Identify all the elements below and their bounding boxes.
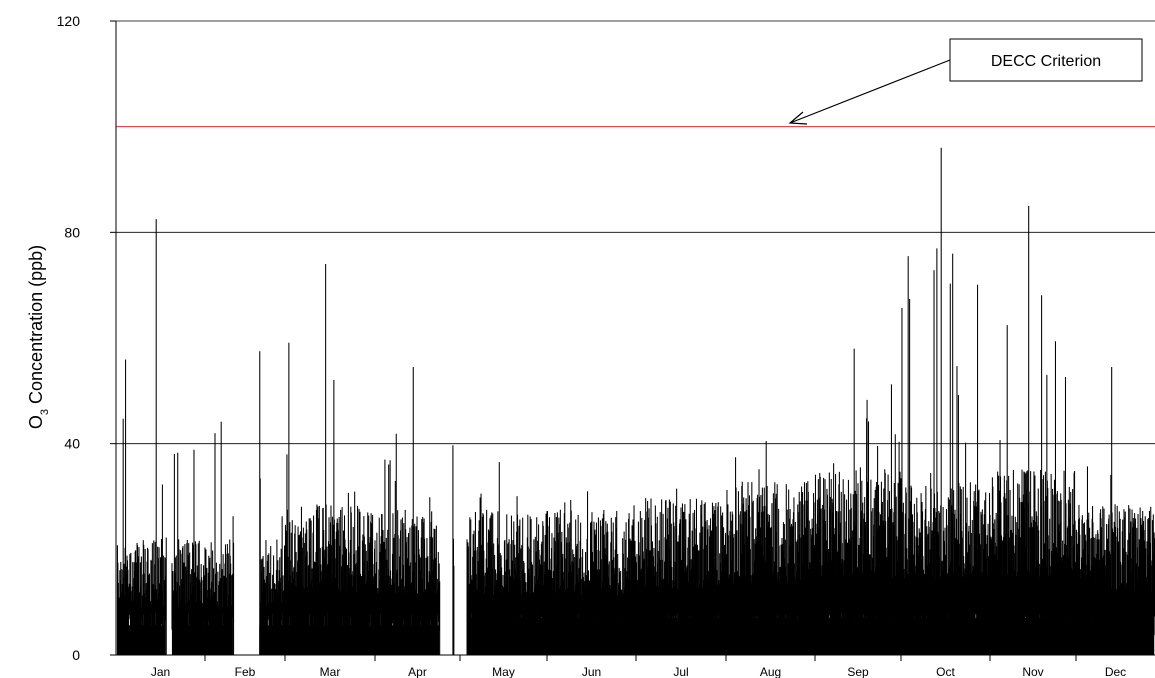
axis-labels: 0 40 80 120 Jan Feb Mar Apr May Jun Jul Aug Sep Oct No… xyxy=(57,13,1127,678)
o3-reading-band-2 xyxy=(259,625,439,655)
x-tick-label-month: Dec xyxy=(1105,665,1126,678)
y-axis-title: O3 Concentration (ppb) xyxy=(26,245,51,429)
x-tick-label-month: Nov xyxy=(1022,665,1043,678)
y-tick-label: 80 xyxy=(64,224,80,240)
x-tick-label-month: Sep xyxy=(847,665,869,678)
x-tick-label-month: Mar xyxy=(320,665,341,678)
y-tick-label: 120 xyxy=(57,13,81,29)
callout-arrow-line xyxy=(789,59,951,124)
x-tick-label-month: Jan xyxy=(151,665,170,678)
y-tick-label: 40 xyxy=(64,436,80,452)
x-tick-label-month: Jun xyxy=(582,665,601,678)
x-tick-label-month: Apr xyxy=(408,665,427,678)
x-tick-label-month: Feb xyxy=(235,665,256,678)
x-tick-label-month: Aug xyxy=(760,665,781,678)
y-axis-title-subscript: 3 xyxy=(39,409,51,415)
y-tick-label: 0 xyxy=(72,647,80,663)
o3-reading-band-1 xyxy=(171,625,233,655)
axes xyxy=(110,20,1155,661)
callout-arrow-head xyxy=(788,111,808,125)
decc-criterion-callout: DECC Criterion xyxy=(788,38,1143,125)
y-axis-title-main: O xyxy=(26,415,46,429)
callout-label: DECC Criterion xyxy=(991,53,1101,70)
o3-reading-band-4 xyxy=(467,618,1154,655)
y-axis-title-rest: Concentration (ppb) xyxy=(26,245,46,409)
x-tick-label-month: May xyxy=(492,665,515,678)
concentration-bars xyxy=(116,147,1155,655)
x-tick-label-month: Oct xyxy=(936,665,955,678)
o3-reading-band-0 xyxy=(117,625,165,655)
x-tick-label-month: Jul xyxy=(673,665,688,678)
